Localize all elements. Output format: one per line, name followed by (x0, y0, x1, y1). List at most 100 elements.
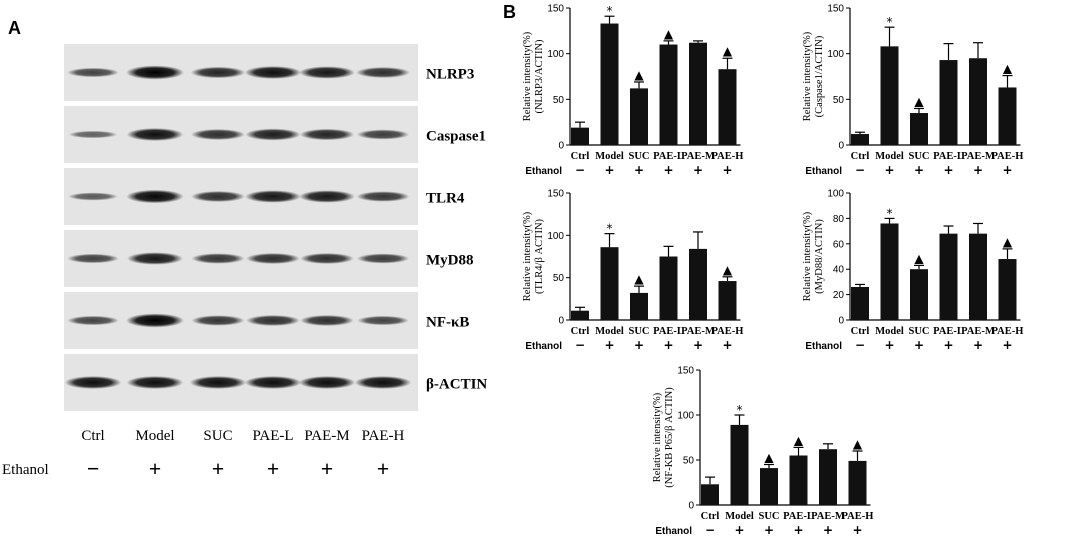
y-tick-label: 60 (833, 239, 845, 250)
treatment-label: Ethanol (2, 462, 49, 478)
significance-marker: * (607, 4, 613, 18)
blot-label: NLRP3 (426, 67, 474, 83)
lane-label: PAE-H (362, 428, 405, 444)
blot-band (244, 66, 302, 79)
bar (880, 46, 899, 145)
y-tick-label: 20 (833, 290, 845, 301)
bar (851, 286, 869, 320)
blot-band (126, 189, 184, 204)
treatment-sign: + (1002, 163, 1012, 177)
blot-label: MyD88 (426, 253, 474, 269)
treatment-sign: + (1002, 338, 1012, 352)
y-tick-label: 80 (833, 214, 845, 225)
y-tick-label: 100 (677, 411, 694, 422)
category-label: PAE-L (933, 326, 964, 337)
treatment-sign: + (604, 163, 614, 177)
blot-band (299, 66, 355, 79)
treatment-label: Ethanol (525, 166, 562, 177)
significance-marker: ▲ (914, 94, 924, 108)
lane-label: SUC (203, 428, 232, 444)
bar (880, 223, 899, 320)
lane-label: PAE-L (252, 428, 293, 444)
category-label: SUC (908, 326, 929, 337)
treatment-label: Ethanol (805, 166, 842, 177)
treatment-label: Ethanol (655, 526, 692, 537)
blot-band (298, 376, 356, 389)
blot-band (245, 128, 301, 141)
y-axis-label: (TLR4/β ACTIN) (534, 218, 545, 294)
treatment-sign: − (87, 456, 100, 481)
blot-band (245, 190, 301, 203)
category-label: PAE-H (712, 151, 744, 162)
treatment-sign: + (943, 338, 953, 352)
blot-band (354, 376, 412, 389)
category-label: PAE-M (681, 326, 715, 337)
significance-marker: ▲ (723, 263, 733, 277)
bar (630, 292, 648, 320)
significance-marker: ▲ (1003, 235, 1013, 249)
blot-band (67, 67, 119, 78)
treatment-sign: + (722, 338, 732, 352)
bar (689, 248, 707, 320)
bar (659, 256, 678, 320)
blot-band (189, 376, 247, 389)
treatment-sign: + (914, 338, 924, 352)
blot-band (126, 376, 184, 389)
category-label: Model (595, 326, 624, 337)
blot-band (356, 191, 410, 202)
treatment-sign: + (722, 163, 732, 177)
treatment-sign: + (943, 163, 953, 177)
blot-band (357, 315, 409, 326)
y-tick-label: 50 (833, 95, 845, 106)
significance-marker: ▲ (764, 451, 774, 465)
treatment-sign: + (823, 523, 833, 537)
blot-band (191, 191, 245, 202)
treatment-sign: + (884, 163, 894, 177)
y-axis-label: (NLRP3/ACTIN) (534, 39, 545, 114)
bar (571, 127, 589, 145)
blot-band (191, 315, 245, 326)
significance-marker: ▲ (723, 44, 733, 58)
treatment-sign: + (973, 338, 983, 352)
blot-band (127, 252, 183, 265)
significance-marker: ▲ (853, 437, 863, 451)
lane-label: PAE-M (304, 428, 349, 444)
blot-band (67, 253, 119, 264)
treatment-sign: + (212, 456, 225, 481)
y-tick-label: 50 (683, 456, 695, 467)
category-label: Model (595, 151, 624, 162)
treatment-sign: + (764, 523, 774, 537)
blot-band (126, 313, 184, 328)
y-tick-label: 0 (838, 316, 844, 327)
y-tick-label: 100 (547, 231, 564, 242)
y-tick-label: 150 (677, 366, 694, 377)
bar (819, 449, 837, 505)
blot-label: TLR4 (426, 191, 465, 207)
chart-caspase1: 0 50 100 150 Relative intensity(%) (Caspase1/… (802, 4, 1023, 178)
treatment-label: Ethanol (805, 341, 842, 352)
treatment-sign: + (693, 338, 703, 352)
y-axis-label: (Caspase1/ACTIN) (814, 35, 825, 117)
blot-label: Caspase1 (426, 129, 486, 145)
treatment-sign: + (321, 456, 334, 481)
y-axis-label: (NF-KB P65/β ACTIN) (664, 387, 675, 488)
bar (789, 455, 808, 505)
significance-marker: * (887, 15, 893, 29)
blot-band (300, 315, 354, 326)
treatment-sign: + (663, 338, 673, 352)
category-label: SUC (758, 511, 779, 522)
y-axis-label: Relative intensity(%) (652, 392, 663, 482)
bar (600, 23, 619, 146)
bar (848, 460, 867, 505)
blot-band (67, 315, 119, 326)
y-tick-label: 40 (833, 265, 845, 276)
category-label: Ctrl (571, 326, 590, 337)
bar (998, 87, 1017, 145)
western-blot-panel: NLRP3 Caspase1 TLR4 MyD88 NF-κB β-ACTIN Ctrl Mo… (2, 44, 487, 481)
bar (910, 269, 928, 320)
y-tick-label: 100 (827, 189, 844, 200)
blot-band (300, 253, 354, 264)
treatment-sign: + (149, 456, 162, 481)
bar (689, 42, 707, 145)
category-label: PAE-M (961, 326, 995, 337)
